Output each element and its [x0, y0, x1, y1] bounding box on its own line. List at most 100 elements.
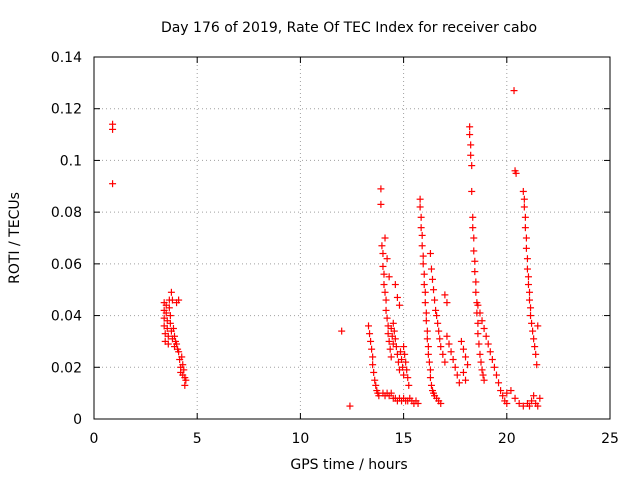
data-point — [476, 350, 484, 358]
data-point — [469, 213, 477, 221]
data-point — [528, 397, 536, 405]
data-point — [162, 309, 170, 317]
data-point — [109, 180, 117, 188]
data-point — [421, 288, 429, 296]
data-point — [418, 231, 426, 239]
x-tick-label: 5 — [193, 431, 202, 447]
data-point — [390, 327, 398, 335]
axis-ticks — [93, 56, 611, 420]
data-point — [433, 312, 441, 320]
data-point — [369, 353, 377, 361]
data-point — [519, 187, 527, 195]
data-point — [383, 255, 391, 263]
data-point — [168, 296, 176, 304]
data-point — [167, 288, 175, 296]
data-point — [383, 314, 391, 322]
data-point — [163, 325, 171, 332]
data-point — [469, 224, 477, 232]
data-point — [384, 330, 392, 338]
y-tick-label: 0.14 — [51, 50, 82, 66]
data-point — [391, 281, 399, 289]
data-point — [179, 361, 187, 369]
data-point — [531, 343, 539, 351]
data-point — [524, 273, 532, 281]
data-point — [449, 356, 457, 364]
data-point — [466, 123, 474, 131]
data-point — [365, 322, 373, 330]
data-point — [436, 335, 444, 343]
y-tick-labels: 0 0.02 0.04 0.06 0.08 0.1 0.12 0.14 — [51, 50, 82, 428]
data-point — [470, 234, 478, 242]
data-point — [166, 319, 174, 327]
data-point — [476, 309, 484, 317]
data-point — [453, 371, 461, 379]
data-point — [522, 234, 530, 242]
data-point — [492, 371, 500, 379]
data-point — [427, 265, 435, 273]
data-point — [480, 325, 488, 332]
data-point — [457, 337, 465, 345]
data-point — [503, 399, 511, 407]
data-point — [534, 322, 542, 330]
data-point — [495, 379, 503, 387]
data-point — [165, 304, 173, 312]
data-point — [392, 343, 400, 351]
data-point — [479, 371, 487, 379]
data-point — [507, 387, 515, 395]
data-point — [424, 350, 432, 358]
data-point — [437, 343, 445, 351]
data-point — [430, 286, 438, 294]
data-point — [534, 402, 542, 410]
data-point — [432, 306, 440, 314]
data-point — [393, 293, 401, 301]
data-point — [382, 306, 390, 314]
data-points — [109, 87, 544, 410]
data-point — [175, 348, 183, 356]
data-point — [416, 203, 424, 211]
data-point — [426, 374, 434, 382]
data-point — [338, 327, 346, 335]
data-point — [346, 402, 354, 410]
data-point — [414, 399, 422, 407]
data-point — [420, 270, 428, 278]
data-point — [524, 281, 532, 289]
data-point — [478, 366, 486, 374]
data-point — [439, 350, 447, 358]
data-point — [417, 213, 425, 221]
data-point — [472, 288, 480, 296]
data-point — [482, 332, 490, 340]
data-point — [370, 368, 378, 376]
data-point — [404, 374, 412, 382]
data-point — [377, 200, 385, 208]
data-point — [529, 327, 537, 335]
data-point — [526, 402, 534, 410]
data-point — [520, 195, 528, 203]
plot-frame — [93, 56, 611, 420]
data-point — [419, 252, 427, 260]
data-point — [164, 340, 172, 348]
data-point — [488, 356, 496, 364]
data-point — [387, 389, 395, 397]
data-point — [520, 203, 528, 211]
data-point — [533, 361, 541, 369]
data-point — [527, 312, 535, 320]
data-point — [499, 392, 507, 400]
data-point — [490, 363, 498, 371]
y-axis-label: ROTI / TECUs — [7, 192, 23, 284]
data-point — [462, 353, 470, 361]
data-point — [532, 350, 540, 358]
data-point — [511, 394, 519, 402]
data-point — [368, 345, 376, 353]
chart-title: Day 176 of 2019, Rate Of TEC Index for r… — [161, 20, 537, 36]
data-point — [382, 296, 390, 304]
data-point — [423, 335, 431, 343]
data-point — [471, 257, 479, 265]
data-point — [441, 291, 449, 299]
data-point — [387, 353, 395, 361]
data-point — [470, 247, 478, 255]
data-point — [423, 327, 431, 335]
data-point — [477, 358, 485, 366]
data-point — [401, 350, 409, 358]
data-point — [464, 361, 472, 369]
data-point — [180, 366, 188, 374]
